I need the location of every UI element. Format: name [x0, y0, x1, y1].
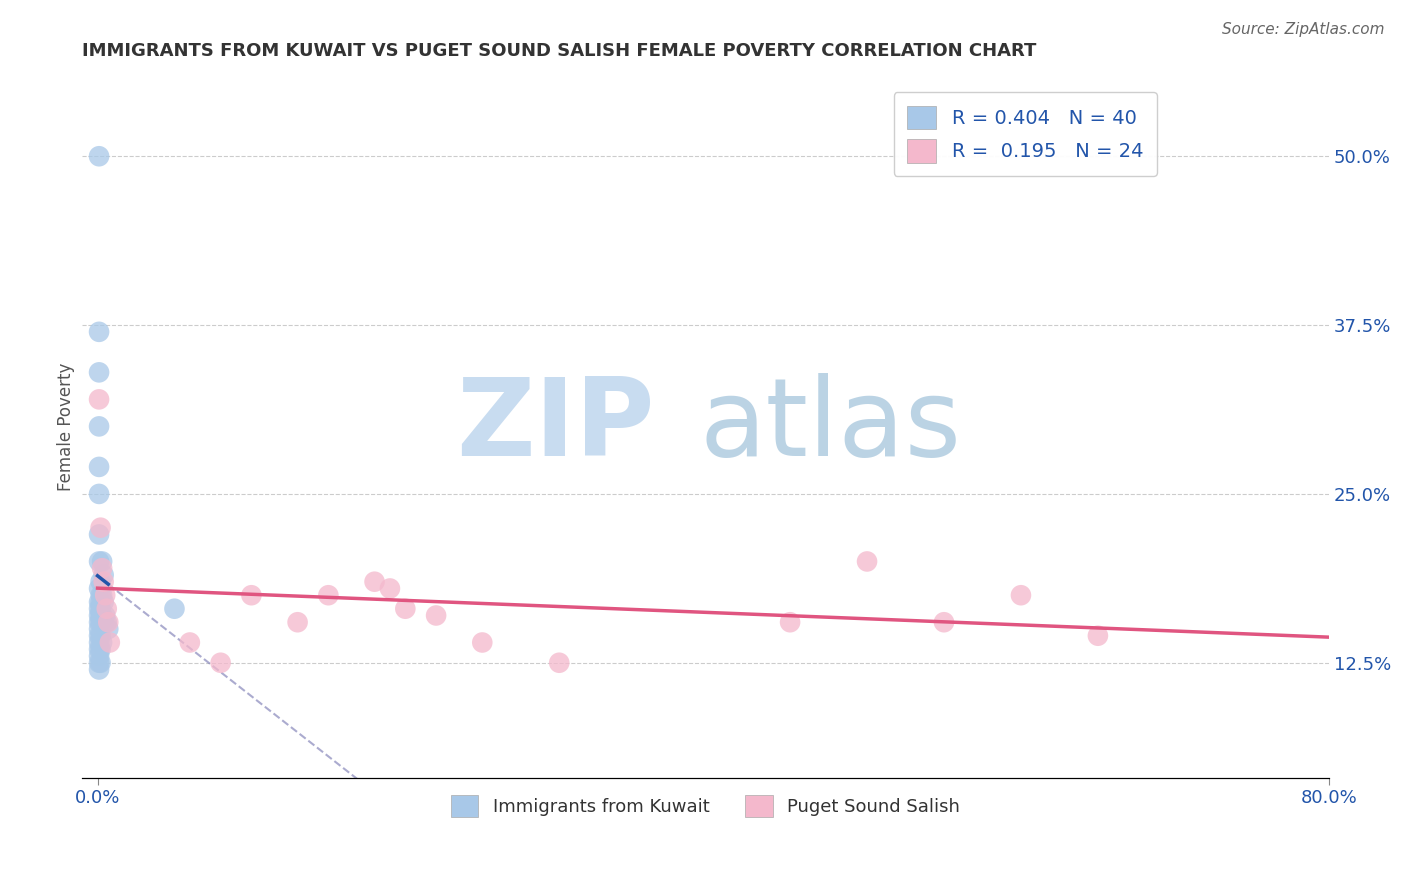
Point [96, 601, 118, 615]
Point [779, 615, 801, 630]
Point [209, 656, 232, 670]
Point [87, 635, 110, 649]
Point [471, 635, 494, 649]
Point [93, 568, 115, 582]
Point [97, 622, 120, 636]
Point [91, 561, 114, 575]
Point [378, 582, 401, 596]
Y-axis label: Female Poverty: Female Poverty [58, 362, 75, 491]
Point [87, 601, 110, 615]
Point [87, 622, 110, 636]
Text: atlas: atlas [699, 374, 962, 479]
Point [87, 663, 110, 677]
Point [1087, 629, 1109, 643]
Point [94, 608, 117, 623]
Point [91, 635, 114, 649]
Point [90, 629, 112, 643]
Point [87, 656, 110, 670]
Point [93, 574, 115, 589]
Point [94, 588, 117, 602]
Legend: Immigrants from Kuwait, Puget Sound Salish: Immigrants from Kuwait, Puget Sound Sali… [444, 789, 967, 825]
Point [87, 419, 110, 434]
Point [856, 554, 879, 568]
Point [87, 648, 110, 663]
Point [91, 554, 114, 568]
Point [363, 574, 385, 589]
Point [90, 588, 112, 602]
Point [98, 635, 121, 649]
Point [90, 608, 112, 623]
Point [318, 588, 340, 602]
Point [87, 595, 110, 609]
Point [87, 325, 110, 339]
Point [932, 615, 955, 630]
Text: IMMIGRANTS FROM KUWAIT VS PUGET SOUND SALISH FEMALE POVERTY CORRELATION CHART: IMMIGRANTS FROM KUWAIT VS PUGET SOUND SA… [82, 42, 1036, 60]
Point [90, 656, 112, 670]
Text: Source: ZipAtlas.com: Source: ZipAtlas.com [1222, 22, 1385, 37]
Point [240, 588, 263, 602]
Point [87, 527, 110, 541]
Point [93, 615, 115, 630]
Text: ZIP: ZIP [457, 374, 655, 479]
Point [90, 521, 112, 535]
Point [90, 642, 112, 657]
Point [87, 365, 110, 379]
Point [97, 615, 120, 630]
Point [163, 601, 186, 615]
Point [394, 601, 416, 615]
Point [93, 595, 115, 609]
Point [87, 459, 110, 474]
Point [87, 629, 110, 643]
Point [87, 582, 110, 596]
Point [87, 642, 110, 657]
Point [90, 595, 112, 609]
Point [90, 601, 112, 615]
Point [91, 608, 114, 623]
Point [87, 392, 110, 407]
Point [90, 615, 112, 630]
Point [87, 149, 110, 163]
Point [87, 554, 110, 568]
Point [96, 615, 118, 630]
Point [548, 656, 571, 670]
Point [425, 608, 447, 623]
Point [87, 487, 110, 501]
Point [90, 574, 112, 589]
Point [179, 635, 201, 649]
Point [91, 588, 114, 602]
Point [87, 615, 110, 630]
Point [287, 615, 309, 630]
Point [1010, 588, 1032, 602]
Point [87, 608, 110, 623]
